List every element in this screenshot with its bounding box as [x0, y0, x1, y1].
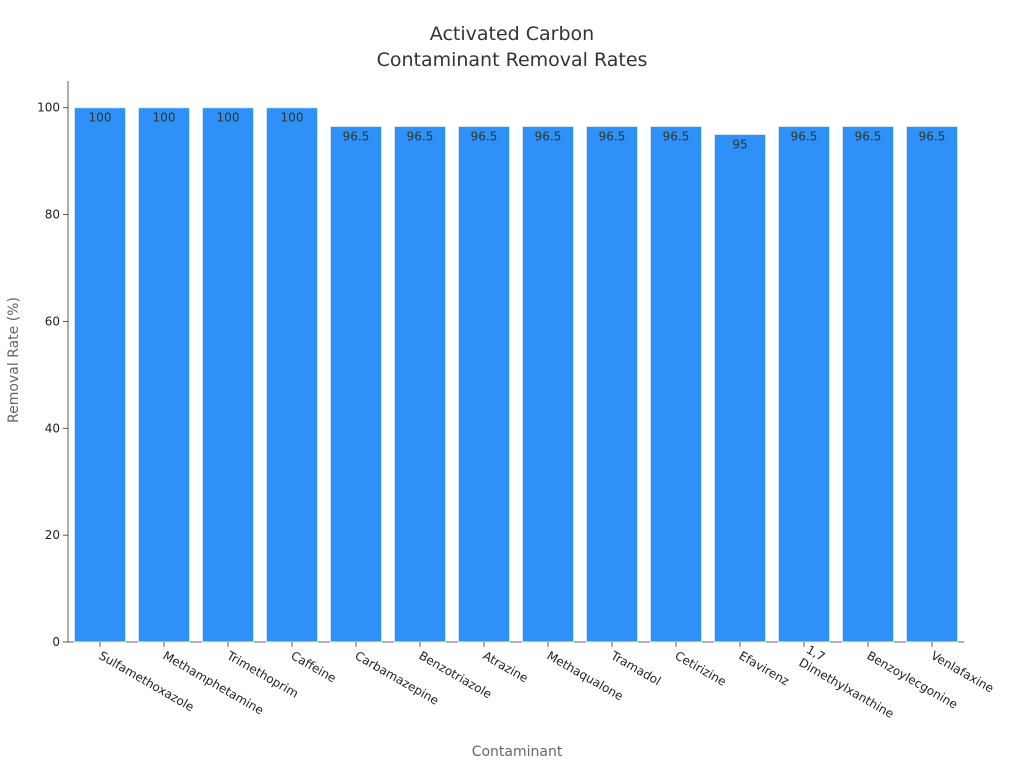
- chart-title-line-1: Activated Carbon: [430, 23, 594, 45]
- data-label: 100: [217, 111, 240, 125]
- y-tick-label: 40: [45, 421, 60, 435]
- bar: [329, 125, 383, 643]
- bar: [649, 125, 703, 643]
- data-label: 100: [281, 111, 304, 125]
- x-tick-label: Tramadol: [608, 648, 664, 688]
- x-tick-label: 1,7Dimethylxanthine: [797, 642, 904, 721]
- bar: [393, 125, 447, 643]
- x-tick-label: Atrazine: [481, 648, 531, 685]
- data-label: 96.5: [471, 129, 498, 143]
- y-tick-label: 20: [45, 528, 60, 542]
- x-tick-label: Efavirenz: [737, 648, 792, 688]
- bar: [137, 107, 191, 643]
- bar: [201, 107, 255, 643]
- data-label: 96.5: [663, 129, 690, 143]
- y-tick-label: 0: [52, 635, 60, 649]
- y-tick-label: 100: [37, 101, 60, 115]
- data-label: 96.5: [343, 129, 370, 143]
- data-label: 96.5: [855, 129, 882, 143]
- x-axis-title: Contaminant: [472, 744, 563, 760]
- plot-area: 020406080100100Sulfamethoxazole100Metham…: [37, 81, 996, 721]
- data-label: 96.5: [919, 129, 946, 143]
- x-tick-label: Cetirizine: [673, 648, 729, 688]
- bar: [713, 133, 767, 643]
- y-tick-label: 60: [45, 314, 60, 328]
- data-label: 96.5: [407, 129, 434, 143]
- data-label: 100: [89, 111, 112, 125]
- chart-title-line-2: Contaminant Removal Rates: [377, 49, 648, 71]
- bar: [905, 125, 959, 643]
- data-label: 96.5: [791, 129, 818, 143]
- data-label: 100: [153, 111, 176, 125]
- data-label: 96.5: [535, 129, 562, 143]
- x-tick-label: Caffeine: [289, 648, 339, 685]
- y-tick-label: 80: [45, 208, 60, 222]
- y-axis-title: Removal Rate (%): [6, 297, 22, 423]
- bar: [457, 125, 511, 643]
- bar: [265, 107, 319, 643]
- bar: [841, 125, 895, 643]
- data-label: 96.5: [599, 129, 626, 143]
- bar: [585, 125, 639, 643]
- bar: [777, 125, 831, 643]
- data-label: 95: [732, 137, 747, 151]
- bar: [521, 125, 575, 643]
- bar: [73, 107, 127, 643]
